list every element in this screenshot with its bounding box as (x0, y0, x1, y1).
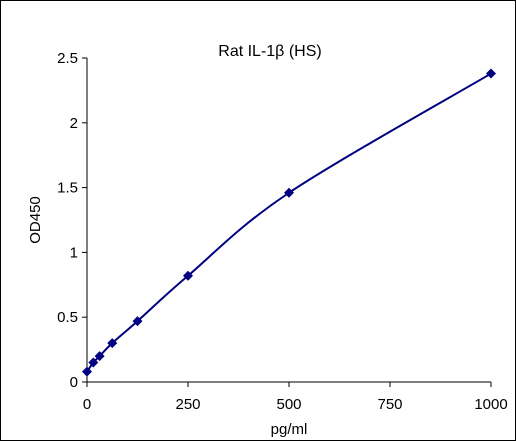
y-tick-label: 2.5 (57, 50, 78, 67)
data-point (88, 357, 99, 368)
y-tick-label: 0.5 (57, 309, 78, 326)
x-tick-label: 500 (276, 396, 301, 413)
data-point (486, 68, 496, 79)
x-tick-label: 0 (83, 396, 91, 413)
y-ticks: 0 0.5 1 1.5 2 2.5 (57, 50, 87, 391)
data-point (284, 187, 294, 198)
y-tick-label: 2 (70, 115, 78, 132)
x-tick-label: 250 (175, 396, 200, 413)
data-point (107, 338, 118, 349)
x-tick-label: 750 (377, 396, 402, 413)
x-axis-title: pg/ml (271, 421, 308, 438)
y-axis-title: OD450 (27, 196, 44, 244)
data-points (82, 68, 496, 377)
data-point (82, 366, 92, 377)
data-point (183, 270, 193, 281)
data-point (94, 351, 105, 362)
chart-title: Rat IL-1β (HS) (218, 43, 321, 60)
x-ticks: 0 250 500 750 1000 (83, 382, 508, 413)
y-tick-label: 0 (70, 374, 78, 391)
data-point (132, 316, 143, 327)
y-tick-label: 1.5 (57, 180, 78, 197)
x-tick-label: 1000 (474, 396, 507, 413)
y-tick-label: 1 (70, 244, 78, 261)
